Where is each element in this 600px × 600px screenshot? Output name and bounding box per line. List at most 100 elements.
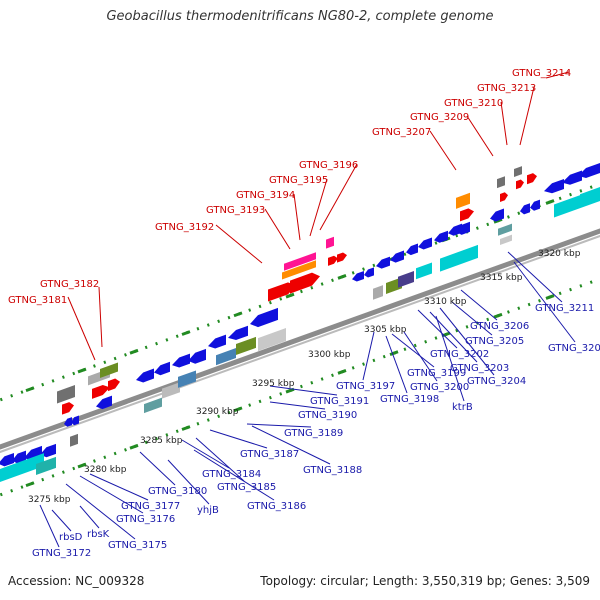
reverse-gene-label[interactable]: GTNG_3202: [430, 349, 489, 360]
reverse-gene-label[interactable]: GTNG_3200: [410, 382, 469, 393]
leader-line-reverse: [362, 331, 375, 381]
leader-line-reverse: [429, 311, 478, 363]
forward-gene-label[interactable]: GTNG_3182: [40, 279, 99, 290]
forward-gene-label[interactable]: GTNG_3194: [236, 190, 295, 201]
reverse-gene-label[interactable]: GTNG_3186: [247, 501, 306, 512]
reverse-gene-35: [398, 270, 414, 288]
forward-gene-10: [284, 252, 316, 271]
accession-label: Accession:: [8, 574, 72, 588]
leader-line-forward: [519, 86, 535, 146]
reverse-gene-label[interactable]: GTNG_3190: [298, 410, 357, 421]
leader-line-forward: [293, 193, 301, 241]
reverse-gene-44: [562, 170, 582, 185]
reverse-gene-label[interactable]: GTNG_3176: [116, 514, 175, 525]
leader-line-reverse: [391, 333, 435, 368]
accession-info: Accession: NC_009328: [8, 574, 144, 588]
reverse-gene-label[interactable]: GTNG_3188: [303, 465, 362, 476]
track-mark-inner: [25, 481, 35, 488]
reverse-gene-21: [216, 348, 236, 366]
leader-line-forward: [309, 178, 328, 237]
track-mark-outer: [233, 311, 243, 318]
reverse-gene-label[interactable]: GTNG_3185: [217, 482, 276, 493]
forward-gene-label[interactable]: GTNG_3210: [444, 98, 503, 109]
genes-label: Genes:: [509, 574, 552, 588]
forward-gene-label[interactable]: GTNG_3196: [299, 160, 358, 171]
leader-line-reverse: [507, 251, 563, 303]
forward-gene-label[interactable]: GTNG_3214: [512, 68, 571, 79]
leader-line-reverse: [39, 504, 60, 548]
scale-tick-labels: 3275 kbp 3280 kbp 3285 kbp 3290 kbp 3295 kbp…: [28, 249, 581, 505]
track-mark-inner: [441, 331, 451, 338]
track-mark-inner: [181, 425, 191, 431]
forward-gene-label[interactable]: GTNG_3207: [372, 127, 431, 138]
reverse-gene-label[interactable]: GTNG_3204: [467, 376, 526, 387]
backbone-line-top: [0, 228, 600, 450]
track-mark-inner: [389, 350, 399, 357]
reverse-gene-label[interactable]: GTNG_3203: [450, 363, 509, 374]
forward-gene-20: [527, 173, 537, 185]
leader-line-forward: [466, 115, 494, 157]
reverse-gene-label[interactable]: GTNG_3205: [465, 336, 524, 347]
leader-line-reverse: [460, 289, 498, 321]
scale-tick-label: 3285 kbp: [140, 436, 183, 446]
scale-tick-label: 3290 kbp: [196, 407, 239, 417]
reverse-gene-32: [456, 221, 470, 235]
leader-line-forward: [319, 163, 358, 231]
reverse-gene-15: [144, 397, 162, 414]
reverse-gene-25: [364, 267, 374, 278]
leader-line-reverse: [251, 425, 331, 465]
forward-strand-genes: [57, 166, 537, 415]
reverse-gene-20: [250, 307, 278, 328]
forward-gene-label[interactable]: GTNG_3181: [8, 295, 67, 306]
reverse-gene-14: [188, 348, 206, 364]
reverse-gene-17: [178, 370, 196, 388]
track-mark-inner: [77, 462, 87, 469]
reverse-gene-24: [352, 270, 364, 282]
reverse-gene-label[interactable]: rbsD: [59, 532, 83, 543]
reverse-gene-label[interactable]: GTNG_3198: [380, 394, 439, 405]
reverse-gene-47: [580, 186, 600, 208]
reverse-gene-label[interactable]: yhjB: [197, 505, 219, 516]
forward-gene-label[interactable]: GTNG_3213: [477, 83, 536, 94]
forward-gene-label[interactable]: GTNG_3209: [410, 112, 469, 123]
reverse-gene-label[interactable]: GTNG_3175: [108, 540, 167, 551]
reverse-gene-label[interactable]: GTNG_3211: [535, 303, 594, 314]
reverse-gene-38: [490, 208, 504, 222]
forward-gene-label[interactable]: GTNG_3193: [206, 205, 265, 216]
label-leader-lines: [39, 71, 576, 548]
leader-line-forward: [429, 130, 457, 171]
forward-gene-11: [328, 255, 338, 266]
topology-value: circular: [320, 574, 365, 588]
forward-gene-label[interactable]: GTNG_3195: [269, 175, 328, 186]
leader-line-forward: [500, 101, 508, 146]
backbone-line-bottom: [0, 234, 600, 454]
reverse-gene-28: [406, 243, 418, 256]
forward-gene-label[interactable]: GTNG_3192: [155, 222, 214, 233]
leader-line-forward: [67, 296, 96, 361]
reverse-gene-label[interactable]: GTNG_3177: [121, 501, 180, 512]
reverse-gene-18: [208, 334, 226, 349]
reverse-gene-16: [162, 382, 180, 399]
reverse-gene-label[interactable]: GTNG_3197: [336, 381, 395, 392]
reverse-gene-43: [544, 178, 564, 194]
reverse-gene-29: [418, 237, 432, 250]
reverse-gene-label[interactable]: GTNG_3184: [202, 469, 261, 480]
reverse-gene-label[interactable]: GTNG_3187: [240, 449, 299, 460]
reverse-gene-label[interactable]: GTNG_3180: [148, 486, 207, 497]
leader-line-reverse: [246, 423, 312, 428]
forward-gene-13: [326, 236, 334, 249]
reverse-gene-36: [416, 262, 432, 280]
reverse-gene-label[interactable]: GTNG_3206: [470, 321, 529, 332]
reverse-gene-label[interactable]: GTNG_3208: [548, 343, 600, 354]
reverse-gene-label[interactable]: GTNG_3189: [284, 428, 343, 439]
reverse-gene-label[interactable]: GTNG_3172: [32, 548, 91, 559]
reverse-gene-label[interactable]: GTNG_3199: [407, 368, 466, 379]
track-mark-inner: [285, 387, 295, 394]
track-mark-outer: [77, 367, 87, 374]
reverse-gene-label[interactable]: ktrB: [452, 402, 473, 413]
reverse-gene-label[interactable]: rbsK: [87, 529, 110, 540]
leader-line-forward: [545, 71, 570, 79]
accession-value: NC_009328: [75, 574, 145, 588]
reverse-gene-label[interactable]: GTNG_3191: [310, 396, 369, 407]
